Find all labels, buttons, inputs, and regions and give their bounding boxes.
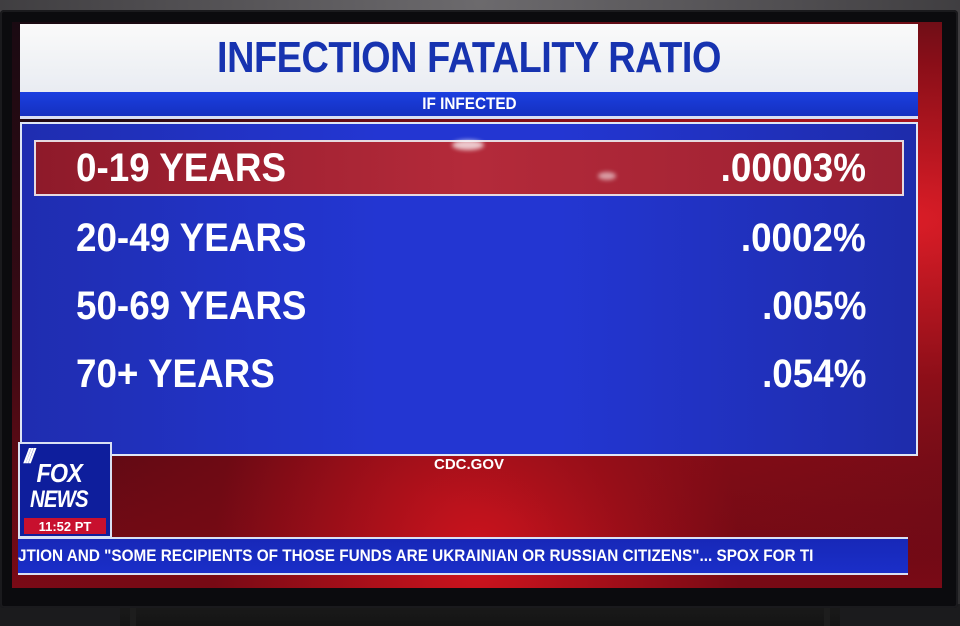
fatality-graphic: INFECTION FATALITY RATIO IF INFECTED 0-1… [20, 24, 918, 473]
graphic-subtitle-bar: IF INFECTED [20, 92, 918, 119]
table-row: 50-69 YEARS .005% [36, 278, 902, 334]
television: INFECTION FATALITY RATIO IF INFECTED 0-1… [0, 10, 958, 608]
tv-screen: INFECTION FATALITY RATIO IF INFECTED 0-1… [12, 22, 942, 588]
graphic-title-bar: INFECTION FATALITY RATIO [20, 24, 918, 92]
fatality-value: .054% [761, 351, 866, 396]
graphic-title: INFECTION FATALITY RATIO [216, 33, 721, 82]
fox-news-logo: /// FOX NEWS 11:52 PT [18, 442, 112, 538]
age-group: 0-19 YEARS [76, 145, 287, 190]
fatality-value: .0002% [741, 215, 866, 260]
table-row: 0-19 YEARS .00003% [34, 140, 904, 196]
screen-glare [598, 172, 616, 180]
logo-fox-text: FOX [36, 458, 83, 488]
graphic-subtitle: IF INFECTED [421, 94, 517, 113]
news-ticker: JTION AND "SOME RECIPIENTS OF THOSE FUND… [18, 537, 908, 575]
graphic-table: 0-19 YEARS .00003% 20-49 YEARS .0002% 50… [20, 122, 918, 456]
ticker-text: JTION AND "SOME RECIPIENTS OF THOSE FUND… [18, 546, 814, 565]
logo-news-text: NEWS [30, 486, 89, 513]
logo-stripes-icon: /// [24, 446, 35, 468]
logo-time: 11:52 PT [24, 518, 106, 534]
age-group: 20-49 YEARS [76, 215, 307, 260]
table-row: 20-49 YEARS .0002% [36, 210, 902, 266]
fatality-value: .005% [761, 283, 866, 328]
table-row: 70+ YEARS .054% [36, 346, 902, 402]
age-group: 50-69 YEARS [76, 283, 307, 328]
fatality-value: .00003% [720, 145, 866, 190]
age-group: 70+ YEARS [76, 351, 275, 396]
graphic-source: CDC.GOV [433, 455, 504, 473]
screen-glare [452, 140, 484, 150]
